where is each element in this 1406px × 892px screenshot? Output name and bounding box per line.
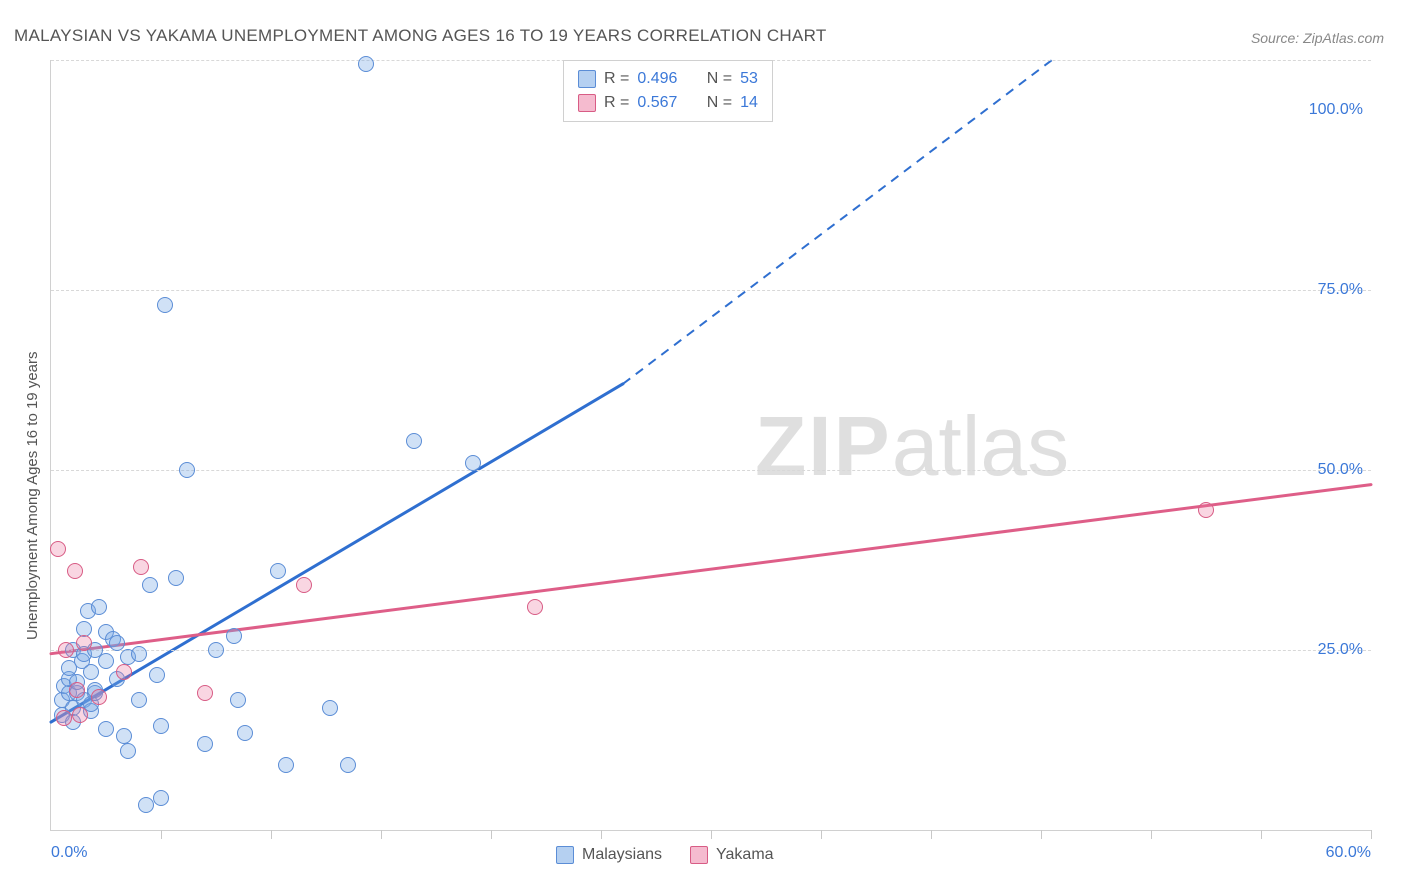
data-point <box>465 455 481 471</box>
data-point <box>149 667 165 683</box>
legend-r-label: R = <box>604 94 629 112</box>
x-tick <box>931 830 932 839</box>
chart-container: MALAYSIAN VS YAKAMA UNEMPLOYMENT AMONG A… <box>0 0 1406 892</box>
data-point <box>230 692 246 708</box>
y-gridline <box>51 290 1371 291</box>
series-legend-label: Yakama <box>716 846 774 864</box>
legend-row: R = 0.496 N = 53 <box>578 67 758 91</box>
x-tick-label: 0.0% <box>51 844 87 862</box>
x-tick <box>1151 830 1152 839</box>
x-tick <box>1041 830 1042 839</box>
data-point <box>91 689 107 705</box>
x-tick <box>1371 830 1372 839</box>
y-tick-label: 50.0% <box>1318 461 1363 479</box>
y-axis-label: Unemployment Among Ages 16 to 19 years <box>24 351 41 640</box>
legend-swatch <box>556 846 574 864</box>
data-point <box>406 433 422 449</box>
data-point <box>197 685 213 701</box>
data-point <box>50 541 66 557</box>
x-tick <box>601 830 602 839</box>
regression-line <box>51 485 1371 654</box>
data-point <box>58 642 74 658</box>
x-tick-label: 60.0% <box>1326 844 1371 862</box>
x-tick <box>381 830 382 839</box>
data-point <box>296 577 312 593</box>
data-point <box>153 790 169 806</box>
source-attribution: Source: ZipAtlas.com <box>1251 30 1384 46</box>
legend-n-value: 14 <box>740 94 758 112</box>
series-legend-item: Malaysians <box>556 846 662 864</box>
y-tick-label: 100.0% <box>1309 101 1363 119</box>
y-tick-label: 25.0% <box>1318 641 1363 659</box>
series-legend-label: Malaysians <box>582 846 662 864</box>
legend-row: R = 0.567 N = 14 <box>578 91 758 115</box>
data-point <box>69 682 85 698</box>
data-point <box>116 664 132 680</box>
correlation-legend: R = 0.496 N = 53R = 0.567 N = 14 <box>563 60 773 122</box>
data-point <box>138 797 154 813</box>
regression-lines-layer <box>51 60 1371 830</box>
legend-swatch <box>690 846 708 864</box>
data-point <box>208 642 224 658</box>
data-point <box>98 653 114 669</box>
data-point <box>179 462 195 478</box>
data-point <box>527 599 543 615</box>
data-point <box>322 700 338 716</box>
legend-swatch <box>578 70 596 88</box>
data-point <box>91 599 107 615</box>
data-point <box>133 559 149 575</box>
y-gridline <box>51 650 1371 651</box>
x-tick <box>491 830 492 839</box>
legend-n-value: 53 <box>740 70 758 88</box>
x-tick <box>271 830 272 839</box>
legend-n-label: N = <box>707 70 732 88</box>
series-legend: Malaysians Yakama <box>556 846 774 864</box>
x-tick <box>161 830 162 839</box>
data-point <box>76 635 92 651</box>
data-point <box>278 757 294 773</box>
legend-r-value: 0.567 <box>637 94 677 112</box>
y-gridline <box>51 470 1371 471</box>
legend-swatch <box>578 94 596 112</box>
data-point <box>340 757 356 773</box>
data-point <box>270 563 286 579</box>
data-point <box>157 297 173 313</box>
plot-area: ZIPatlas 25.0%50.0%75.0%100.0%0.0%60.0% <box>50 60 1371 831</box>
x-tick <box>711 830 712 839</box>
regression-line <box>51 384 623 722</box>
data-point <box>226 628 242 644</box>
data-point <box>67 563 83 579</box>
series-legend-item: Yakama <box>690 846 774 864</box>
legend-r-value: 0.496 <box>637 70 677 88</box>
data-point <box>120 743 136 759</box>
y-tick-label: 75.0% <box>1318 281 1363 299</box>
data-point <box>168 570 184 586</box>
x-tick <box>821 830 822 839</box>
data-point <box>98 721 114 737</box>
chart-title: MALAYSIAN VS YAKAMA UNEMPLOYMENT AMONG A… <box>14 26 827 46</box>
data-point <box>131 646 147 662</box>
legend-r-label: R = <box>604 70 629 88</box>
data-point <box>358 56 374 72</box>
legend-n-label: N = <box>707 94 732 112</box>
data-point <box>109 635 125 651</box>
data-point <box>1198 502 1214 518</box>
data-point <box>56 710 72 726</box>
data-point <box>142 577 158 593</box>
x-tick <box>1261 830 1262 839</box>
data-point <box>153 718 169 734</box>
data-point <box>72 707 88 723</box>
data-point <box>83 664 99 680</box>
data-point <box>131 692 147 708</box>
data-point <box>237 725 253 741</box>
data-point <box>197 736 213 752</box>
